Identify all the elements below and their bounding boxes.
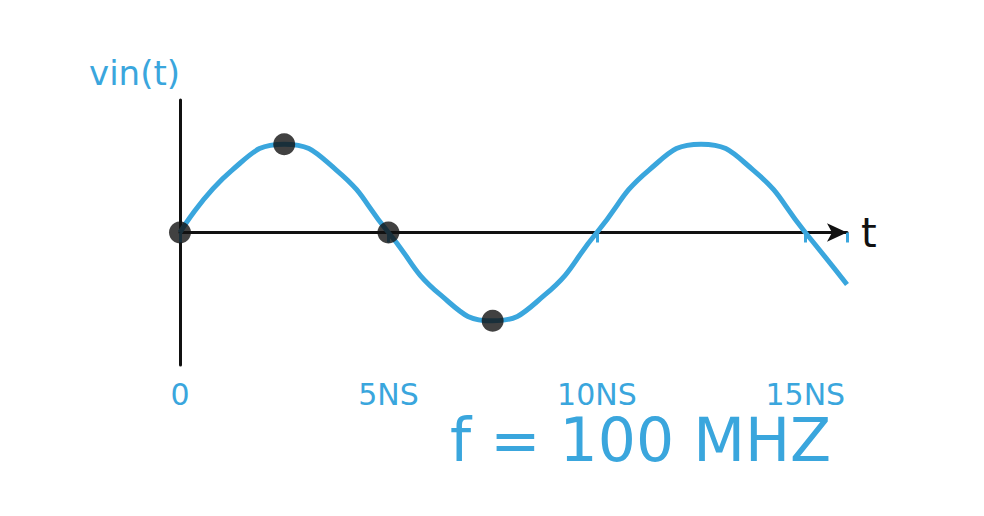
- svg-text:vin(t): vin(t): [89, 53, 180, 93]
- svg-text:t: t: [861, 210, 877, 256]
- svg-text:f = 100 MHZ: f = 100 MHZ: [450, 405, 831, 475]
- svg-text:10NS: 10NS: [557, 377, 637, 412]
- svg-text:5NS: 5NS: [358, 377, 419, 412]
- svg-text:15NS: 15NS: [765, 377, 845, 412]
- svg-text:0: 0: [170, 377, 189, 412]
